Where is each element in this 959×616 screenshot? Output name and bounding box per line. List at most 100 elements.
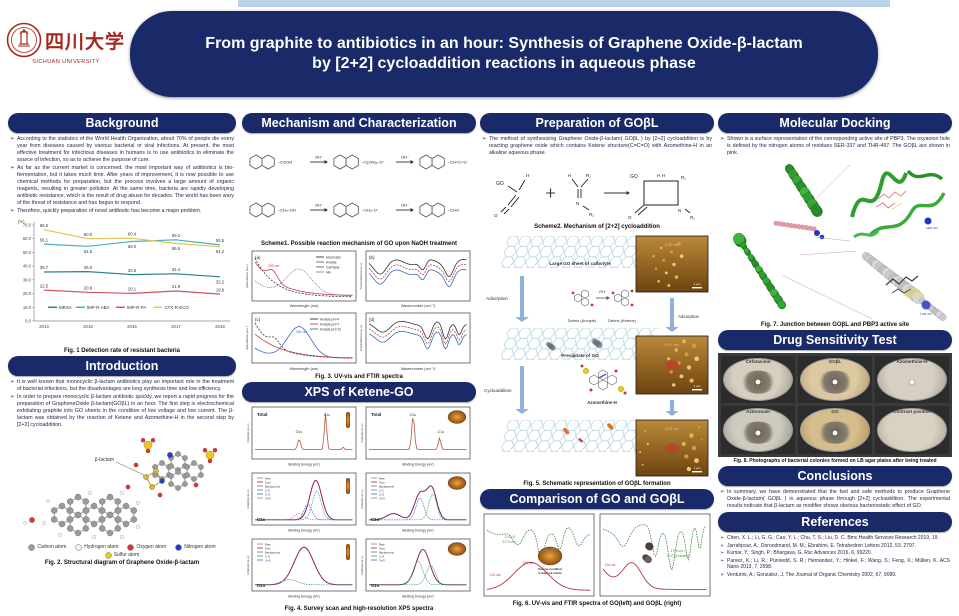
svg-text:O1s: O1s (257, 583, 266, 588)
svg-text:C-C: C-C (265, 488, 270, 492)
section-title-background: Background (8, 113, 236, 133)
svg-text:40.0: 40.0 (23, 263, 32, 268)
petri-label: Cefotaxime (745, 358, 771, 364)
svg-text:Wavenumber (cm⁻¹): Wavenumber (cm⁻¹) (401, 304, 436, 308)
svg-text:UV-vis: UV-vis (605, 563, 616, 567)
svg-text:R₂: R₂ (589, 212, 594, 217)
svg-text:OH⁻: OH⁻ (401, 155, 409, 160)
column-2: Mechanism and Characterization –COOH OH⁻ –… (242, 113, 476, 614)
section-title-introduction: Introduction (8, 355, 236, 376)
svg-text:Background: Background (379, 484, 394, 488)
fig1-caption: Fig. 1 Detection rate of resistant bacte… (63, 347, 181, 354)
svg-text:5.49 nm: 5.49 nm (665, 243, 679, 247)
petri-label: GOβL (828, 358, 842, 364)
svg-text:30.0: 30.0 (23, 277, 32, 282)
poster-title: From graphite to antibiotics in an hour:… (130, 11, 878, 97)
svg-text:Background: Background (265, 484, 280, 488)
fig5-svg: Large GO sheet of catholyte Adsorption Deb… (484, 235, 709, 477)
petri-dish-aztreonam: Aztreonam (721, 406, 795, 454)
svg-text:MRSA: MRSA (59, 305, 72, 310)
hydrogen-dot-icon (75, 543, 83, 551)
svg-text:Intensity (a.u.): Intensity (a.u.) (360, 423, 364, 442)
svg-text:C-C: C-C (379, 488, 384, 492)
svg-text:10.0: 10.0 (23, 305, 32, 310)
svg-text:1734 cm⁻¹: 1734 cm⁻¹ (671, 549, 686, 553)
svg-text:Anolyte pH=7: Anolyte pH=7 (320, 323, 339, 327)
svg-text:35.7: 35.7 (40, 265, 49, 270)
svg-text:(d): (d) (369, 317, 375, 322)
svg-text:R₂: R₂ (690, 215, 695, 220)
preparation-text: The method of synthesizing Graphene Oxid… (480, 136, 714, 157)
petri-label: Aztreonam (746, 409, 770, 415)
antibiotic-disc (755, 379, 761, 385)
legend-hydrogen: Hydrogen atom (75, 543, 118, 551)
column-3: Preparation of GOβL The method of synthe… (480, 113, 714, 609)
svg-text:Anolyte: Anolyte (326, 261, 337, 265)
svg-text:230 nm: 230 nm (268, 264, 279, 268)
svg-text:6.57 nm: 6.57 nm (665, 343, 679, 347)
svg-text:36.0: 36.0 (84, 265, 93, 270)
svg-text:GO: GO (630, 174, 638, 180)
svg-text:Graphene Oxide: Graphene Oxide (538, 571, 562, 575)
university-name-en: SICHUAN UNIVERSITY (32, 59, 100, 65)
references-list: Chen, X. L.; Li, G. G.; Cao, Y. L.; Chu,… (718, 535, 952, 579)
svg-text:66.6: 66.6 (40, 223, 49, 228)
antibiotic-disc (755, 430, 761, 436)
svg-text:Binding Energy (eV): Binding Energy (eV) (288, 463, 319, 467)
section-title-references: References (718, 511, 952, 532)
svg-text:Raw: Raw (265, 542, 272, 546)
svg-text:C=O (β-lactam): C=O (β-lactam) (667, 554, 689, 558)
svg-text:Absorbance (a.u.): Absorbance (a.u.) (245, 264, 249, 288)
svg-text:OH⁻: OH⁻ (599, 289, 607, 294)
sulfur-dot-icon (104, 551, 112, 559)
svg-text:CTX-R-ECO: CTX-R-ECO (164, 305, 189, 310)
svg-text:22.5: 22.5 (40, 283, 49, 288)
section-title-docking: Molecular Docking (718, 113, 952, 133)
fig8-petri-grid: Cefotaxime GOβL Azomethine-H Aztreonam G… (718, 352, 952, 457)
scheme2-caption: Scheme2. Mechanism of [2+2] cycloadditio… (534, 223, 660, 230)
svg-text:20.1: 20.1 (128, 286, 137, 291)
svg-text:20.9: 20.9 (84, 285, 93, 290)
svg-text:60.0: 60.0 (84, 232, 93, 237)
svg-text:N: N (576, 201, 579, 206)
svg-text:–COOH: –COOH (278, 160, 292, 165)
legend-oxygen: Oxygen atom (127, 543, 166, 551)
svg-text:Intensity (a.u.): Intensity (a.u.) (246, 555, 250, 574)
poster-title-line2: by [2+2] cycloaddition reactions in aque… (312, 55, 696, 72)
fig7-svg: SER-337 THR-497 (733, 164, 947, 321)
svg-text:N: N (678, 208, 681, 213)
docking-bullet: Shown is a surface representation of the… (720, 136, 950, 157)
section-title-mechanism: Mechanism and Characterization (242, 113, 476, 133)
svg-text:Wavenumber (cm⁻¹): Wavenumber (cm⁻¹) (401, 367, 436, 371)
svg-text:C-O: C-O (265, 492, 271, 496)
svg-text:O: O (494, 213, 498, 218)
scheme1-svg: –COOH OH⁻ –C(OH)₂–O⁻ OH⁻ –CH=C=O –CH₂–OH OH⁻ –C… (249, 155, 467, 218)
svg-text:2018: 2018 (215, 324, 225, 329)
oxygen-dot-icon (127, 543, 135, 551)
svg-text:Cycloaddition: Cycloaddition (484, 388, 512, 393)
svg-text:56.1: 56.1 (40, 237, 49, 242)
svg-text:C=C=O: C=C=O (505, 535, 516, 539)
svg-text:21.9: 21.9 (172, 284, 181, 289)
svg-text:Sum: Sum (265, 546, 271, 550)
svg-text:H: H (526, 173, 529, 178)
svg-text:55.5: 55.5 (216, 238, 225, 243)
svg-text:0.0: 0.0 (25, 318, 31, 323)
svg-text:Transmittance (a.u.): Transmittance (a.u.) (359, 325, 363, 352)
svg-text:Wavelength (nm): Wavelength (nm) (290, 304, 320, 308)
svg-text:Binding Energy (eV): Binding Energy (eV) (402, 529, 433, 533)
fig2-caption: Fig. 2. Structural diagram of Graphene O… (44, 559, 200, 566)
svg-text:Sum: Sum (265, 480, 271, 484)
section-title-drug-test: Drug Sensitivity Test (718, 329, 952, 350)
svg-text:54.2: 54.2 (216, 249, 225, 254)
svg-text:Azomethine-H: Azomethine-H (587, 400, 617, 405)
svg-text:54.5: 54.5 (84, 249, 93, 254)
nitrogen-dot-icon (175, 543, 182, 551)
svg-text:Binding Energy (eV): Binding Energy (eV) (288, 529, 319, 533)
svg-text:Total: Total (371, 412, 381, 417)
svg-text:Intensity (a.u.): Intensity (a.u.) (246, 489, 250, 508)
svg-text:Intensity (a.u.): Intensity (a.u.) (360, 555, 364, 574)
svg-text:2014: 2014 (39, 324, 49, 329)
fig6-caption: Fig. 6. UV-vis and FTIR spectra of GO(le… (512, 600, 682, 607)
